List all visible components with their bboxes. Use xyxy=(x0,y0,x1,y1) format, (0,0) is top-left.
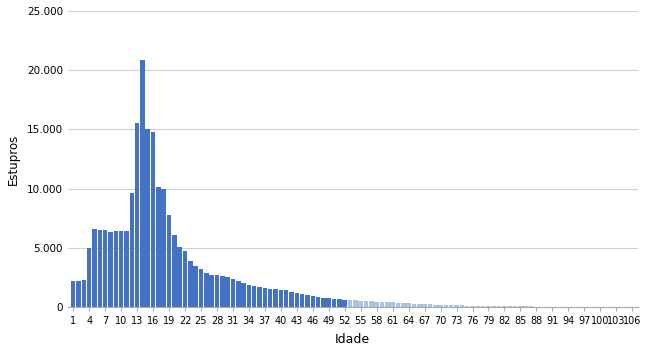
Y-axis label: Estupros: Estupros xyxy=(7,133,20,185)
Bar xyxy=(225,277,230,307)
Bar xyxy=(454,305,459,307)
Bar xyxy=(502,306,507,307)
Bar xyxy=(215,275,219,307)
Bar xyxy=(119,231,123,307)
Bar xyxy=(145,130,150,307)
Bar xyxy=(71,281,75,307)
Bar xyxy=(337,299,341,307)
Bar xyxy=(326,298,331,307)
Bar xyxy=(230,279,235,307)
Bar xyxy=(497,306,502,307)
Bar xyxy=(380,302,384,307)
Bar xyxy=(310,296,315,307)
Bar xyxy=(236,281,241,307)
Bar xyxy=(396,303,400,307)
Bar xyxy=(385,302,389,307)
Bar xyxy=(156,187,161,307)
Bar xyxy=(167,215,171,307)
Bar xyxy=(140,60,145,307)
Bar xyxy=(444,305,448,307)
Bar xyxy=(252,286,256,307)
Bar xyxy=(513,306,517,307)
Bar xyxy=(183,251,188,307)
Bar xyxy=(391,303,395,307)
Bar xyxy=(295,293,299,307)
Bar xyxy=(348,300,352,307)
Bar xyxy=(193,265,198,307)
Bar xyxy=(188,261,193,307)
Bar xyxy=(374,301,379,307)
Bar xyxy=(369,301,374,307)
Bar xyxy=(305,295,310,307)
Bar xyxy=(471,306,475,307)
Bar xyxy=(491,306,496,307)
Bar xyxy=(210,275,214,307)
Bar xyxy=(316,297,321,307)
Bar xyxy=(406,303,411,307)
Bar xyxy=(321,298,326,307)
Bar xyxy=(241,283,246,307)
Bar xyxy=(114,231,118,307)
Bar xyxy=(358,301,363,307)
Bar xyxy=(124,231,129,307)
Bar xyxy=(459,305,464,307)
Bar xyxy=(151,132,155,307)
Bar xyxy=(449,305,454,307)
Bar xyxy=(529,306,533,307)
Bar xyxy=(332,299,336,307)
Bar xyxy=(343,300,347,307)
Bar xyxy=(284,291,288,307)
Bar xyxy=(92,229,97,307)
Bar xyxy=(481,306,485,307)
Bar xyxy=(433,305,437,307)
Bar xyxy=(172,235,177,307)
Bar xyxy=(508,306,512,307)
X-axis label: Idade: Idade xyxy=(335,333,371,346)
Bar xyxy=(135,124,140,307)
Bar xyxy=(438,305,443,307)
Bar xyxy=(289,292,294,307)
Bar xyxy=(82,280,86,307)
Bar xyxy=(534,306,539,307)
Bar xyxy=(263,288,267,307)
Bar xyxy=(103,230,107,307)
Bar xyxy=(278,290,283,307)
Bar xyxy=(199,269,203,307)
Bar xyxy=(77,281,80,307)
Bar xyxy=(364,301,368,307)
Bar xyxy=(273,289,278,307)
Bar xyxy=(417,304,422,307)
Bar xyxy=(268,289,273,307)
Bar xyxy=(130,193,134,307)
Bar xyxy=(518,306,522,307)
Bar xyxy=(177,247,182,307)
Bar xyxy=(257,287,262,307)
Bar xyxy=(422,304,427,307)
Bar xyxy=(411,304,416,307)
Bar xyxy=(108,233,113,307)
Bar xyxy=(220,276,225,307)
Bar xyxy=(353,300,358,307)
Bar xyxy=(401,303,406,307)
Bar xyxy=(162,189,166,307)
Bar xyxy=(524,306,528,307)
Bar xyxy=(465,306,469,307)
Bar xyxy=(247,285,251,307)
Bar xyxy=(428,304,432,307)
Bar xyxy=(97,230,102,307)
Bar xyxy=(204,273,208,307)
Bar xyxy=(486,306,491,307)
Bar xyxy=(476,306,480,307)
Bar xyxy=(87,248,92,307)
Bar xyxy=(300,294,304,307)
